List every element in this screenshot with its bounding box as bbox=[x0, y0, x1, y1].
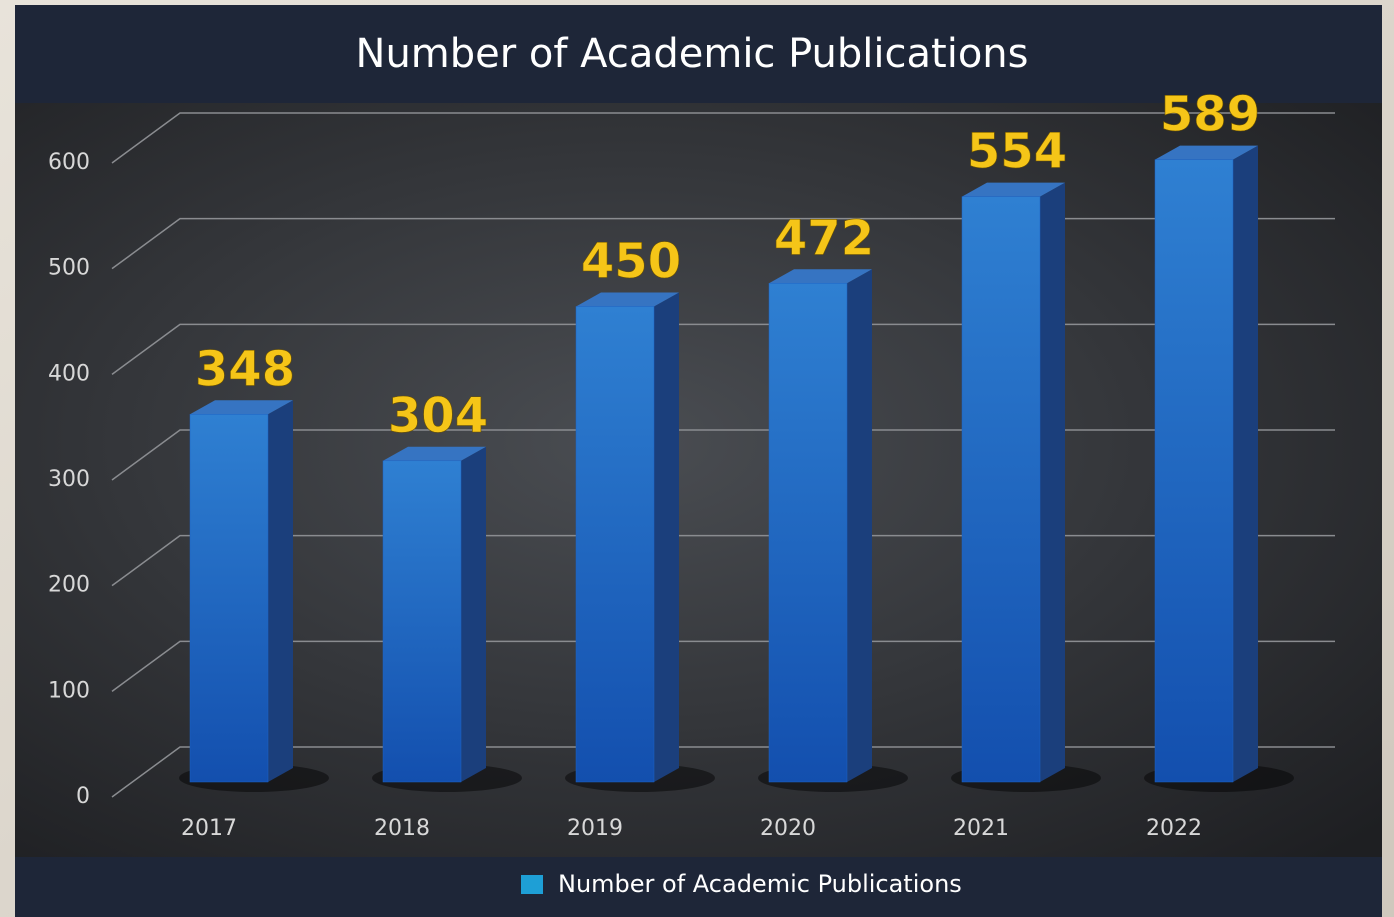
chart-title: Number of Academic Publications bbox=[356, 31, 1029, 77]
data-label: 304 bbox=[388, 388, 488, 444]
bar-top bbox=[576, 292, 679, 307]
y-tick-label: 500 bbox=[48, 256, 90, 281]
x-tick-label: 2021 bbox=[953, 816, 1009, 841]
grid-line bbox=[111, 429, 1335, 481]
bar-side bbox=[1040, 182, 1065, 782]
x-tick-label: 2018 bbox=[374, 816, 430, 841]
bar bbox=[189, 414, 269, 783]
bar-side bbox=[268, 400, 293, 782]
data-label: 450 bbox=[581, 234, 681, 290]
bar-top bbox=[1155, 145, 1258, 160]
x-tick-label: 2017 bbox=[181, 816, 237, 841]
bar-top bbox=[190, 400, 293, 415]
y-tick-label: 100 bbox=[48, 678, 90, 703]
y-tick-label: 0 bbox=[76, 784, 90, 809]
grid-line bbox=[111, 112, 1335, 164]
bar-side bbox=[654, 292, 679, 782]
grid-line bbox=[111, 746, 1335, 798]
grid-line bbox=[111, 640, 1335, 692]
legend-swatch bbox=[521, 875, 543, 894]
x-tick-label: 2019 bbox=[567, 816, 623, 841]
data-label: 554 bbox=[967, 124, 1067, 180]
y-tick-label: 300 bbox=[48, 467, 90, 492]
data-label: 472 bbox=[774, 210, 874, 266]
data-label: 348 bbox=[195, 341, 295, 397]
legend-label: Number of Academic Publications bbox=[558, 870, 962, 898]
y-tick-label: 600 bbox=[48, 150, 90, 175]
bar-top bbox=[962, 182, 1065, 197]
x-tick-label: 2022 bbox=[1146, 816, 1202, 841]
data-label: 589 bbox=[1160, 87, 1260, 143]
bar-top bbox=[769, 269, 872, 284]
bar bbox=[382, 460, 462, 783]
bar bbox=[768, 283, 848, 783]
y-tick-label: 400 bbox=[48, 361, 90, 386]
y-tick-label: 200 bbox=[48, 573, 90, 598]
grid-line bbox=[111, 534, 1335, 587]
bar bbox=[1154, 159, 1234, 783]
bar-side bbox=[1233, 145, 1258, 782]
x-tick-label: 2020 bbox=[760, 816, 816, 841]
bar-side bbox=[847, 269, 872, 783]
bar-top bbox=[383, 446, 486, 461]
bar bbox=[961, 196, 1041, 783]
grid-line bbox=[111, 217, 1335, 270]
bar-side bbox=[461, 446, 486, 782]
grid-line bbox=[111, 323, 1335, 375]
bar bbox=[575, 306, 655, 783]
